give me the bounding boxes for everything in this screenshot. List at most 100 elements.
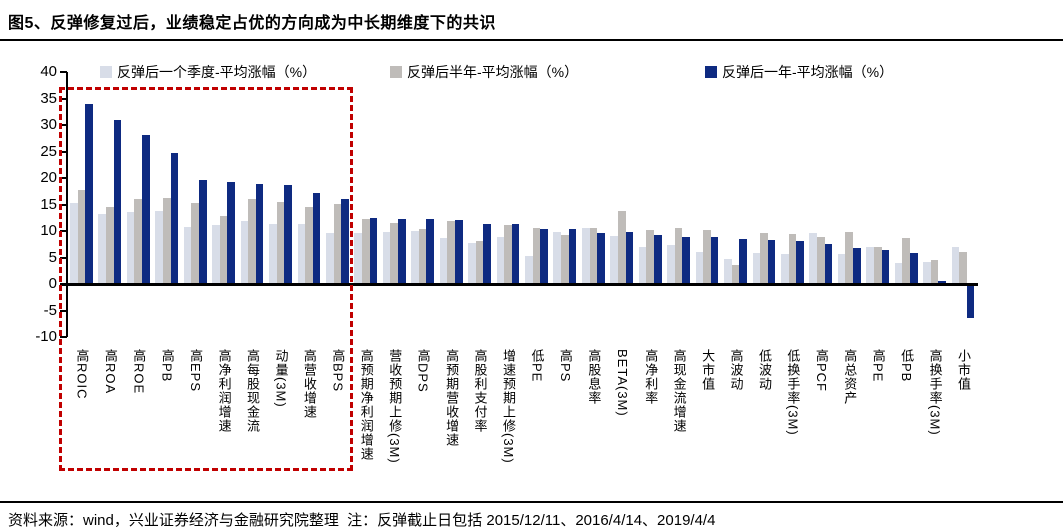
bar	[369, 218, 378, 284]
y-axis-tick	[60, 230, 67, 232]
bar	[625, 231, 634, 284]
bar	[930, 259, 939, 284]
x-axis-label: 高ROE	[131, 349, 147, 395]
x-axis-label: 低PE	[529, 349, 545, 383]
bar	[162, 197, 171, 284]
x-axis-label: 高净利润增速	[216, 349, 232, 433]
x-axis-label: 低波动	[756, 349, 772, 391]
x-axis-label: 高PE	[870, 349, 886, 383]
y-axis-tick-label: 0	[48, 275, 57, 292]
y-axis-tick	[60, 71, 67, 73]
bar	[354, 233, 362, 284]
bar	[142, 134, 150, 284]
y-axis-tick	[60, 256, 67, 259]
x-axis-label: 低换手率(3M)	[785, 349, 801, 436]
bar	[362, 218, 370, 284]
bar	[703, 230, 711, 284]
y-axis-tick-label: -10	[35, 328, 57, 345]
bar	[894, 262, 903, 284]
x-axis-label: 高PS	[557, 349, 573, 383]
bar	[796, 240, 804, 284]
legend-label: 反弹后半年-平均涨幅（%）	[407, 64, 579, 80]
bar	[398, 219, 406, 284]
x-axis-label: 大市值	[700, 349, 716, 391]
x-axis-line	[60, 282, 978, 286]
x-axis-label: 低PB	[899, 349, 915, 383]
y-axis-tick	[60, 124, 67, 126]
bar	[255, 183, 264, 284]
x-axis-label: 营收预期上修(3M)	[387, 349, 403, 464]
bar	[70, 203, 78, 284]
y-axis-tick-label: 25	[40, 142, 57, 160]
bar	[325, 232, 334, 284]
bar	[617, 210, 626, 284]
bar	[581, 228, 590, 284]
x-axis-label: 高预期净利润增速	[358, 349, 374, 461]
bar	[767, 240, 776, 284]
legend-label: 反弹后一年-平均涨幅（%）	[722, 64, 894, 80]
y-axis-tick-label: -5	[43, 301, 57, 319]
bar	[312, 192, 321, 284]
bar	[674, 228, 683, 284]
bar	[426, 219, 435, 284]
bar	[525, 256, 533, 284]
bar	[667, 244, 675, 284]
bar	[788, 233, 797, 284]
title-divider-line	[0, 39, 1063, 41]
bar	[553, 231, 562, 284]
bar	[269, 223, 277, 284]
legend-label: 反弹后一个季度-平均涨幅（%）	[117, 64, 317, 80]
x-axis-label: 高ROIC	[74, 349, 90, 400]
y-axis-tick-label: 20	[40, 169, 57, 186]
bar	[695, 251, 704, 284]
bar	[170, 153, 179, 284]
bar	[938, 280, 946, 284]
bar	[966, 284, 975, 319]
bar	[155, 210, 163, 284]
bar	[248, 199, 256, 284]
bar	[597, 232, 605, 284]
y-axis-tick-label: 5	[48, 248, 57, 266]
x-axis-label: 高波动	[728, 349, 744, 391]
x-axis-label: 高换手率(3M)	[927, 349, 943, 436]
bar	[134, 199, 143, 284]
bar	[902, 238, 910, 284]
x-axis-label: 高PCF	[813, 349, 829, 392]
bar	[276, 201, 285, 284]
bar	[382, 231, 391, 284]
bar	[191, 203, 199, 284]
bar	[873, 246, 882, 284]
bar	[411, 231, 419, 284]
bar	[817, 237, 825, 284]
bar	[439, 237, 448, 284]
bar	[589, 228, 598, 284]
legend-item: 反弹后半年-平均涨幅（%）	[390, 62, 578, 82]
bar	[853, 247, 861, 284]
y-axis-tick-label: 35	[40, 89, 57, 107]
bar	[219, 216, 228, 284]
x-axis-label: 小市值	[956, 349, 972, 391]
bar	[106, 206, 114, 284]
bar	[468, 243, 476, 284]
y-axis-tick	[60, 97, 67, 100]
bar	[240, 221, 249, 284]
footer-divider-line	[0, 501, 1063, 503]
x-axis-label: 高营收增速	[301, 349, 317, 419]
bar	[809, 232, 818, 284]
legend-swatch-icon	[100, 66, 112, 78]
bar	[496, 237, 505, 284]
x-axis-label: 高PB	[159, 349, 175, 383]
bar	[183, 226, 192, 284]
bar	[98, 213, 107, 284]
bar	[881, 249, 890, 284]
x-axis-label: 高预期营收增速	[444, 349, 460, 447]
x-axis-label: 增速预期上修(3M)	[501, 349, 516, 464]
x-axis-label: 高总资产	[842, 349, 858, 405]
bar	[610, 235, 618, 284]
y-axis-line	[66, 72, 68, 337]
bar	[781, 253, 789, 284]
bar	[654, 234, 662, 284]
bar	[504, 224, 512, 284]
y-axis-tick-label: 10	[40, 222, 57, 239]
x-axis-label: 高现金流增速	[671, 349, 687, 433]
